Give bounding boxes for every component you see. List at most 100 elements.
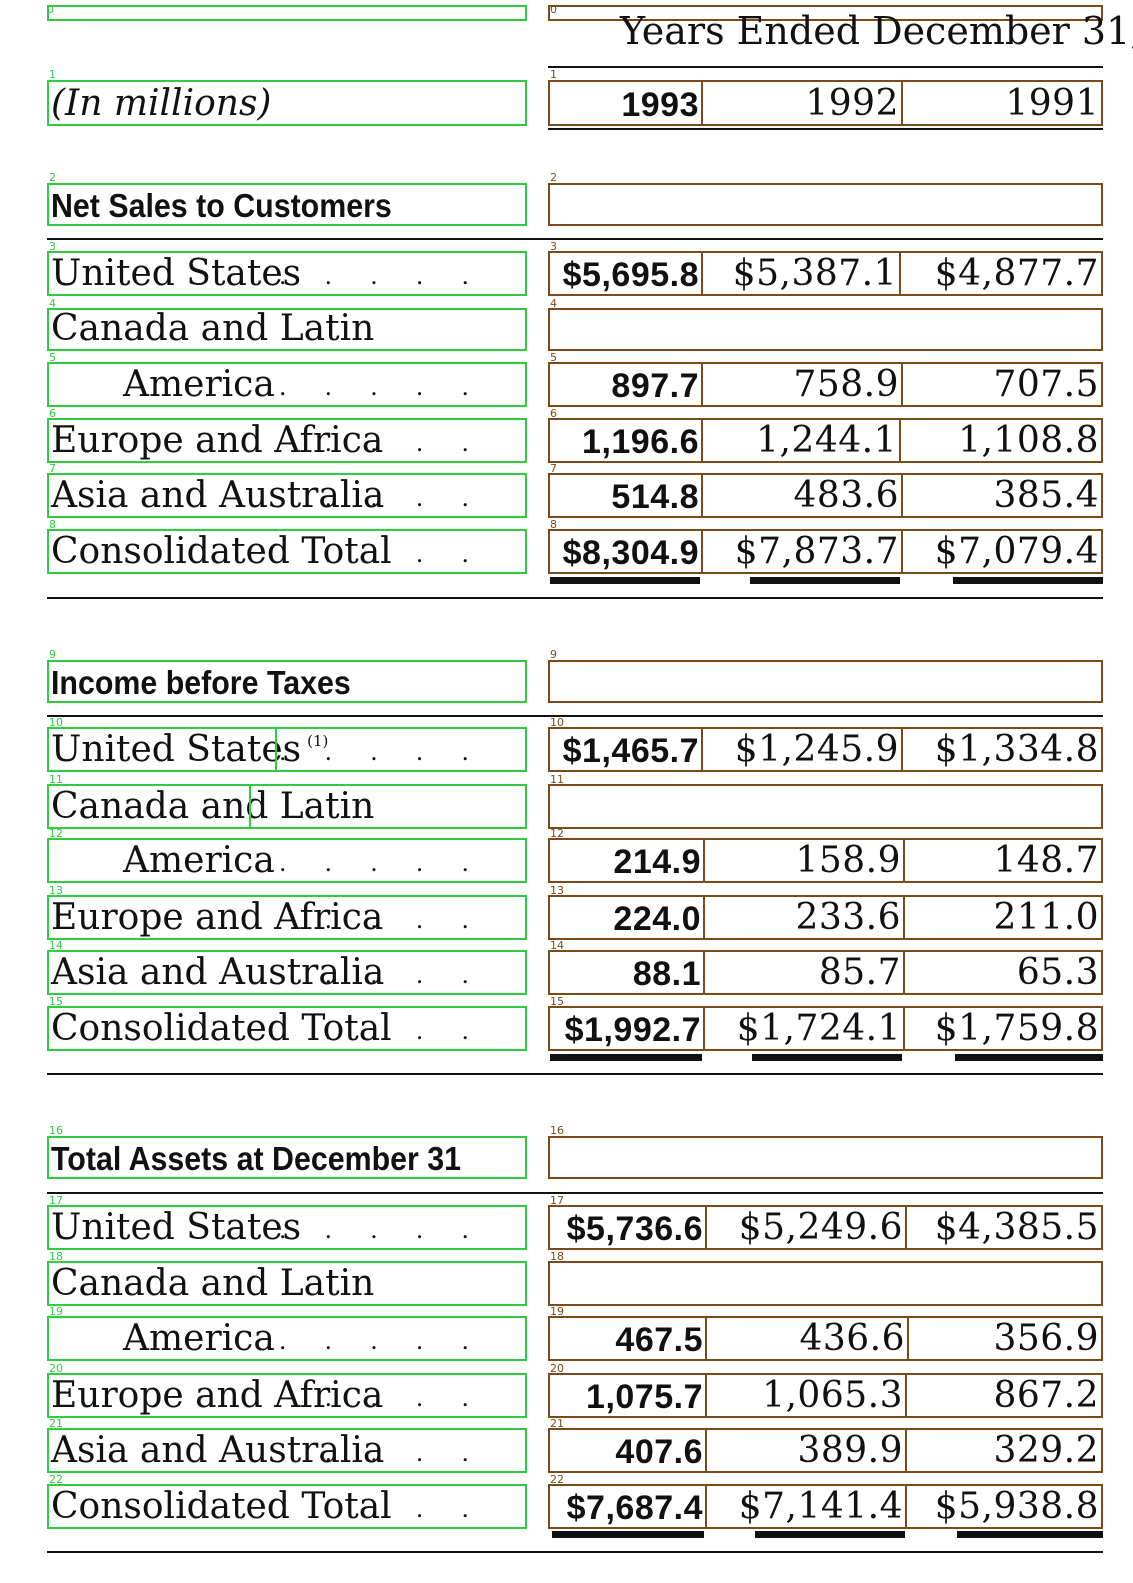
row-values-box: $5,736.6 $5,249.6 $4,385.5 <box>548 1205 1103 1250</box>
row-values-box: 1,075.7 1,065.3 867.2 <box>548 1373 1103 1418</box>
box-index: 13 <box>49 884 63 897</box>
row-label-box: Europe and Africa .... <box>47 418 527 463</box>
year-1993: 1993 <box>621 86 699 124</box>
box-index: 20 <box>49 1362 63 1375</box>
value-1992: 85.7 <box>818 952 901 993</box>
total-underline <box>953 577 1103 584</box>
row-label-asia-australia: Asia and Australia <box>51 475 385 516</box>
total-underline <box>750 577 900 584</box>
value-1991: $4,385.5 <box>934 1207 1099 1248</box>
box-index: 4 <box>49 297 56 310</box>
years-header-box: 1993 1992 1991 <box>548 80 1103 126</box>
section-rule <box>47 1192 1103 1194</box>
value-1993: $5,736.6 <box>566 1210 703 1248</box>
box-index: 12 <box>550 827 564 840</box>
leader-dots: ..... <box>278 738 507 766</box>
row-label-united-states: United States <box>51 1207 302 1248</box>
units-label: (In millions) <box>51 83 272 124</box>
box-index: 12 <box>49 827 63 840</box>
section-title-box: Income before Taxes <box>47 660 527 703</box>
leader-dots: .... <box>324 1495 507 1523</box>
row-values-box: 407.6 389.9 329.2 <box>548 1428 1103 1473</box>
box-index: 18 <box>49 1250 63 1263</box>
row-label-europe-africa: Europe and Africa <box>51 1375 384 1416</box>
box-index: 8 <box>550 518 557 531</box>
leader-dots: ..... <box>278 373 507 401</box>
value-1991: 356.9 <box>993 1318 1099 1359</box>
row-label-canada-latin: Canada and Latin <box>51 1263 375 1304</box>
value-1991: $7,079.4 <box>934 531 1099 572</box>
box-index: 22 <box>550 1473 564 1486</box>
value-1991: 385.4 <box>993 475 1099 516</box>
box-index: 19 <box>49 1305 63 1318</box>
row-label-box: Europe and Africa .... <box>47 1373 527 1418</box>
row-values-box: $5,695.8 $5,387.1 $4,877.7 <box>548 251 1103 296</box>
value-1993: $1,992.7 <box>564 1011 701 1049</box>
row-label-consolidated-total: Consolidated Total <box>51 1008 392 1049</box>
value-1991: $1,759.8 <box>934 1008 1099 1049</box>
section-end-rule <box>47 1073 1103 1075</box>
row-label-united-states: United States <box>51 253 302 294</box>
value-1993: 467.5 <box>615 1321 703 1359</box>
box-index: 1 <box>550 68 557 81</box>
box-index: 3 <box>550 240 557 253</box>
value-1993: 1,075.7 <box>586 1378 703 1416</box>
row-label-box: Consolidated Total .... <box>47 1006 527 1051</box>
box-index: 6 <box>550 407 557 420</box>
box-index: 17 <box>550 1194 564 1207</box>
value-1992: $5,387.1 <box>732 253 897 294</box>
section-values-empty-box <box>548 183 1103 226</box>
value-1993: 214.9 <box>613 843 701 881</box>
box-index: 15 <box>550 995 564 1008</box>
box-index: 6 <box>49 407 56 420</box>
box-index: 18 <box>550 1250 564 1263</box>
row-label-box: United States ..... <box>47 1205 527 1250</box>
value-1992: 233.6 <box>795 897 901 938</box>
value-1993: 407.6 <box>615 1433 703 1471</box>
leader-dots: .... <box>324 1439 507 1467</box>
row-values-box: $1,465.7 $1,245.9 $1,334.8 <box>548 727 1103 772</box>
box-index: 19 <box>550 1305 564 1318</box>
row-label-box: Asia and Australia .... <box>47 473 527 518</box>
section-end-rule <box>47 597 1103 599</box>
leader-dots: .... <box>324 1017 507 1045</box>
leader-dots: .... <box>324 484 507 512</box>
row-label-europe-africa: Europe and Africa <box>51 897 384 938</box>
row-label-box: Consolidated Total .... <box>47 1484 527 1529</box>
row-label-box: Asia and Australia .... <box>47 1428 527 1473</box>
row-label-box: United States (1) ..... <box>47 727 527 772</box>
value-1991: 65.3 <box>1016 952 1099 993</box>
row-label-box: America ..... <box>47 838 527 883</box>
box-index: 9 <box>550 648 557 661</box>
leader-dots: .... <box>324 906 507 934</box>
row-label-asia-australia: Asia and Australia <box>51 1430 385 1471</box>
section-values-empty-box <box>548 660 1103 703</box>
total-underline <box>955 1054 1103 1061</box>
leader-dots: ..... <box>278 1327 507 1355</box>
row-values-box: 224.0 233.6 211.0 <box>548 895 1103 940</box>
total-underline <box>755 1531 905 1538</box>
row-label-box: Consolidated Total .... <box>47 529 527 574</box>
value-1992: 389.9 <box>797 1430 903 1471</box>
value-1992: 1,244.1 <box>756 420 897 461</box>
value-1993: 88.1 <box>632 955 701 993</box>
value-1991: $1,334.8 <box>934 729 1099 770</box>
box-index: 4 <box>550 297 557 310</box>
value-1992: 483.6 <box>793 475 899 516</box>
row-label-europe-africa: Europe and Africa <box>51 420 384 461</box>
section-values-empty-box <box>548 1136 1103 1179</box>
box-index: 14 <box>49 939 63 952</box>
box-index: 21 <box>49 1417 63 1430</box>
total-underline <box>552 1531 704 1538</box>
row-label-box: America ..... <box>47 362 527 407</box>
section-title-box: Total Assets at December 31 <box>47 1136 527 1179</box>
row-label-consolidated-total: Consolidated Total <box>51 1486 392 1527</box>
box-index: 11 <box>550 773 564 786</box>
box-index: 16 <box>550 1124 564 1137</box>
box-index: 15 <box>49 995 63 1008</box>
row-values-box: 467.5 436.6 356.9 <box>548 1316 1103 1361</box>
box-index: 14 <box>550 939 564 952</box>
box-index: 17 <box>49 1194 63 1207</box>
value-1993: $1,465.7 <box>562 732 699 770</box>
value-1991: 211.0 <box>993 897 1099 938</box>
